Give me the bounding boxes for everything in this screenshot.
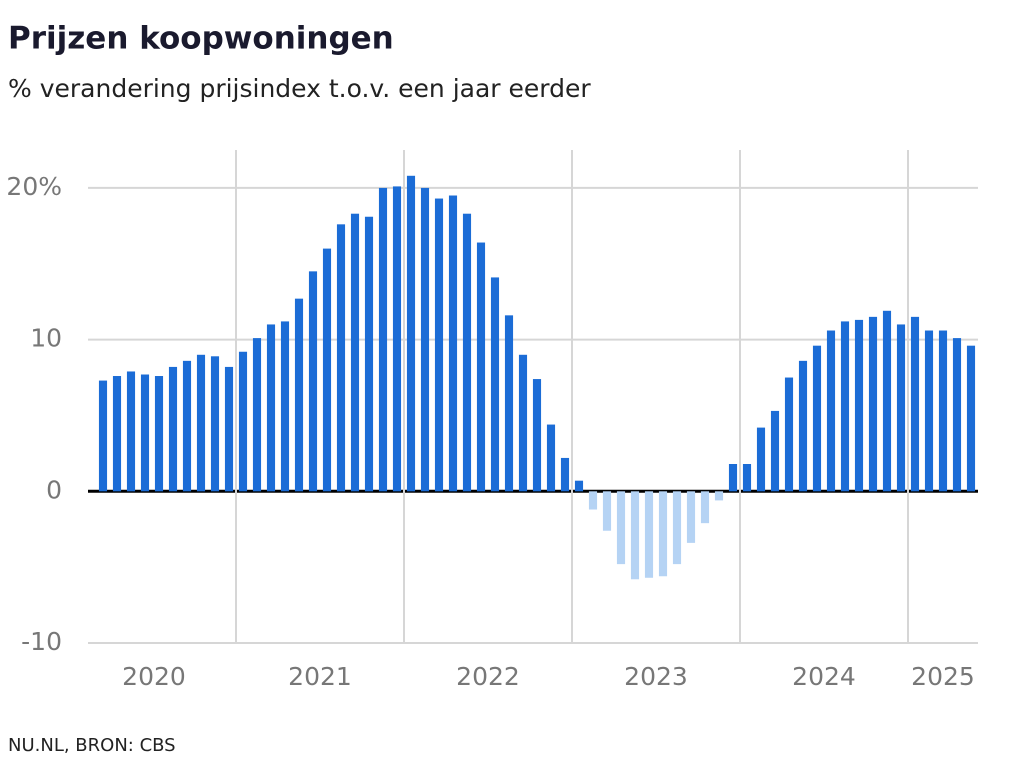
bar	[336, 224, 346, 492]
bar	[140, 374, 150, 492]
bar	[322, 248, 332, 492]
x-tick-label: 2024	[792, 662, 856, 691]
bar	[728, 464, 738, 492]
bar	[770, 410, 780, 492]
bar	[350, 213, 360, 492]
bar	[182, 360, 192, 492]
bar	[868, 316, 878, 492]
bar	[938, 330, 948, 492]
bar	[546, 424, 556, 492]
x-tick-label: 2022	[456, 662, 520, 691]
bar	[896, 324, 906, 492]
y-tick-label: -10	[21, 627, 62, 656]
y-tick-label: 0	[46, 475, 62, 504]
bar	[616, 491, 626, 565]
bar	[854, 319, 864, 492]
bar	[560, 457, 570, 492]
bar	[756, 427, 766, 492]
bar	[910, 316, 920, 492]
bar	[168, 366, 178, 492]
bar	[280, 321, 290, 492]
bar	[238, 351, 248, 492]
bar	[714, 491, 724, 501]
bar	[518, 354, 528, 492]
bar	[588, 491, 598, 510]
bar	[784, 377, 794, 492]
bar	[112, 376, 122, 492]
bar	[476, 242, 486, 492]
bar	[672, 491, 682, 565]
bar	[826, 330, 836, 492]
bar	[952, 338, 962, 492]
bar	[378, 187, 388, 492]
x-tick-label: 2025	[911, 662, 975, 691]
bar	[462, 213, 472, 492]
bar	[966, 345, 976, 492]
chart-title: Prijzen koopwoningen	[8, 21, 394, 57]
bar	[658, 491, 668, 577]
bar	[364, 216, 374, 492]
bar	[504, 315, 514, 492]
bar	[98, 380, 108, 492]
bar	[448, 195, 458, 492]
bar	[700, 491, 710, 524]
bar	[574, 480, 584, 492]
bar	[882, 310, 892, 492]
bar	[308, 271, 318, 492]
bar	[602, 491, 612, 531]
bar	[532, 379, 542, 492]
bar	[252, 338, 262, 492]
bar	[210, 356, 220, 492]
chart-subtitle: % verandering prijsindex t.o.v. een jaar…	[8, 74, 591, 103]
bar	[126, 371, 136, 492]
x-tick-label: 2020	[122, 662, 186, 691]
bar	[644, 491, 654, 578]
bar	[406, 175, 416, 492]
bar	[812, 345, 822, 492]
bar	[630, 491, 640, 580]
bar	[420, 187, 430, 492]
bar	[224, 366, 234, 492]
bar	[490, 277, 500, 492]
bar	[798, 360, 808, 492]
bar	[392, 186, 402, 492]
bar	[742, 464, 752, 492]
y-tick-label: 20%	[6, 172, 62, 201]
y-tick-label: 10	[30, 324, 62, 353]
bar	[196, 354, 206, 492]
bar	[266, 324, 276, 492]
x-tick-label: 2023	[624, 662, 688, 691]
bar	[840, 321, 850, 492]
bar	[154, 376, 164, 492]
bar	[294, 298, 304, 492]
x-tick-label: 2021	[288, 662, 352, 691]
bars	[98, 175, 976, 580]
bar	[434, 198, 444, 492]
bar	[924, 330, 934, 492]
axis: -10 0 10 20% 2020 2021 2022 2023 2024 2025	[6, 172, 974, 691]
bar	[686, 491, 696, 543]
source: NU.NL, BRON: CBS	[8, 735, 176, 756]
